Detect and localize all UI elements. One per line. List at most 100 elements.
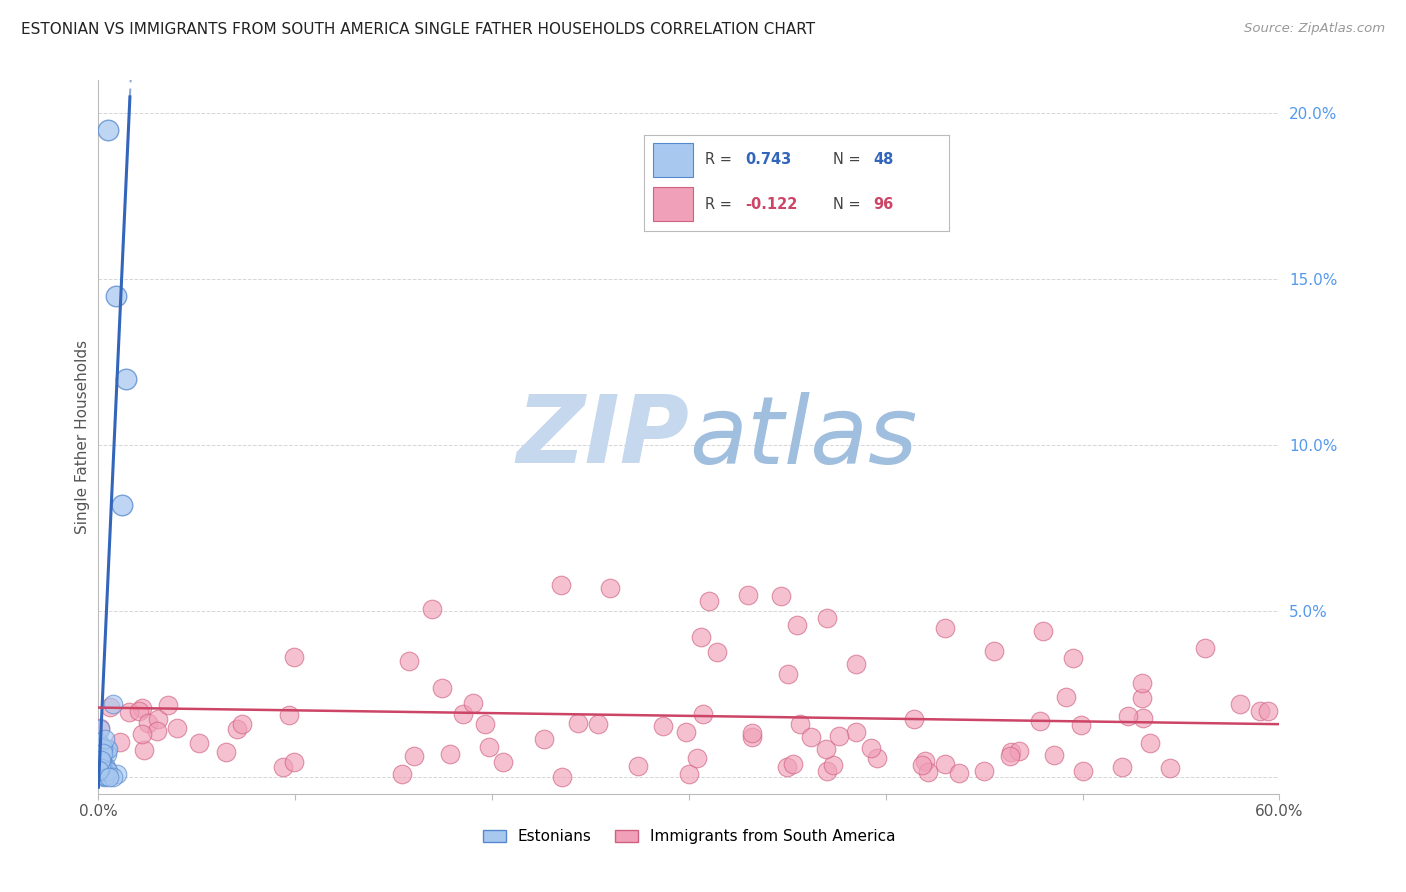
Point [96, 747, 118, 761]
Point [692, 707, 714, 722]
Point [815, 764, 838, 778]
Point [1043, 748, 1066, 763]
Point [1249, 704, 1271, 718]
Point [97, 770, 120, 784]
Point [430, 681, 453, 695]
Point [845, 657, 868, 672]
Point [271, 760, 294, 774]
Point [94, 731, 117, 746]
Point [145, 723, 167, 738]
Point [770, 589, 793, 603]
Point [93, 769, 115, 783]
Point [845, 725, 868, 739]
Point [108, 735, 131, 749]
Point [94, 760, 117, 774]
Point [1229, 698, 1251, 712]
Point [91, 766, 114, 780]
Point [737, 588, 759, 602]
Point [461, 696, 484, 710]
Point [1132, 711, 1154, 725]
Point [917, 764, 939, 779]
Point [93, 757, 115, 772]
Point [533, 731, 555, 746]
Point [478, 739, 501, 754]
Point [1132, 690, 1154, 705]
Point [97, 764, 120, 778]
Point [1130, 675, 1153, 690]
Point [1139, 736, 1161, 750]
Point [89, 765, 111, 780]
Point [94, 764, 117, 778]
Point [111, 498, 134, 512]
Point [439, 747, 461, 761]
Point [391, 767, 413, 781]
Point [89, 722, 111, 736]
Text: ZIP: ZIP [516, 391, 689, 483]
Point [283, 756, 305, 770]
Point [91, 763, 114, 777]
Point [131, 700, 153, 714]
Text: R =: R = [706, 153, 733, 168]
Text: 48: 48 [873, 153, 893, 168]
Point [101, 698, 124, 712]
Point [231, 717, 253, 731]
Point [686, 751, 709, 765]
Point [860, 741, 883, 756]
Point [89, 738, 111, 752]
Point [983, 644, 1005, 658]
Point [90, 757, 112, 772]
Point [1070, 718, 1092, 732]
FancyBboxPatch shape [654, 144, 693, 177]
Point [89, 764, 111, 779]
Point [814, 742, 837, 756]
Text: N =: N = [834, 153, 860, 168]
Point [90, 756, 112, 770]
Point [166, 721, 188, 735]
Point [146, 712, 169, 726]
Point [706, 645, 728, 659]
Point [914, 754, 936, 768]
Point [91, 746, 114, 760]
Point [474, 717, 496, 731]
Text: -0.122: -0.122 [745, 197, 797, 211]
Point [91, 741, 114, 756]
Point [1111, 760, 1133, 774]
Point [697, 594, 720, 608]
Point [453, 707, 475, 722]
Point [215, 745, 238, 759]
Point [948, 765, 970, 780]
Point [586, 717, 609, 731]
Point [226, 722, 249, 736]
Point [800, 730, 823, 744]
Point [187, 736, 209, 750]
Point [1008, 744, 1031, 758]
Point [115, 372, 138, 386]
Text: 0.743: 0.743 [745, 153, 792, 168]
Text: R =: R = [706, 197, 733, 211]
Text: Source: ZipAtlas.com: Source: ZipAtlas.com [1244, 22, 1385, 36]
Point [903, 712, 925, 726]
Point [422, 602, 444, 616]
Point [741, 726, 763, 740]
Point [866, 751, 889, 765]
Point [551, 770, 574, 784]
Point [105, 289, 128, 303]
Point [97, 741, 120, 756]
Point [1000, 745, 1022, 759]
Point [101, 770, 124, 784]
Point [786, 617, 808, 632]
Point [89, 723, 111, 737]
Point [626, 758, 648, 772]
Point [89, 763, 111, 777]
Point [1116, 709, 1139, 723]
Point [94, 762, 117, 776]
Point [782, 757, 804, 772]
Point [678, 767, 700, 781]
Point [550, 578, 572, 592]
Point [132, 743, 155, 757]
Point [689, 630, 711, 644]
Point [789, 717, 811, 731]
Point [131, 727, 153, 741]
Point [398, 655, 420, 669]
Point [1071, 764, 1094, 778]
